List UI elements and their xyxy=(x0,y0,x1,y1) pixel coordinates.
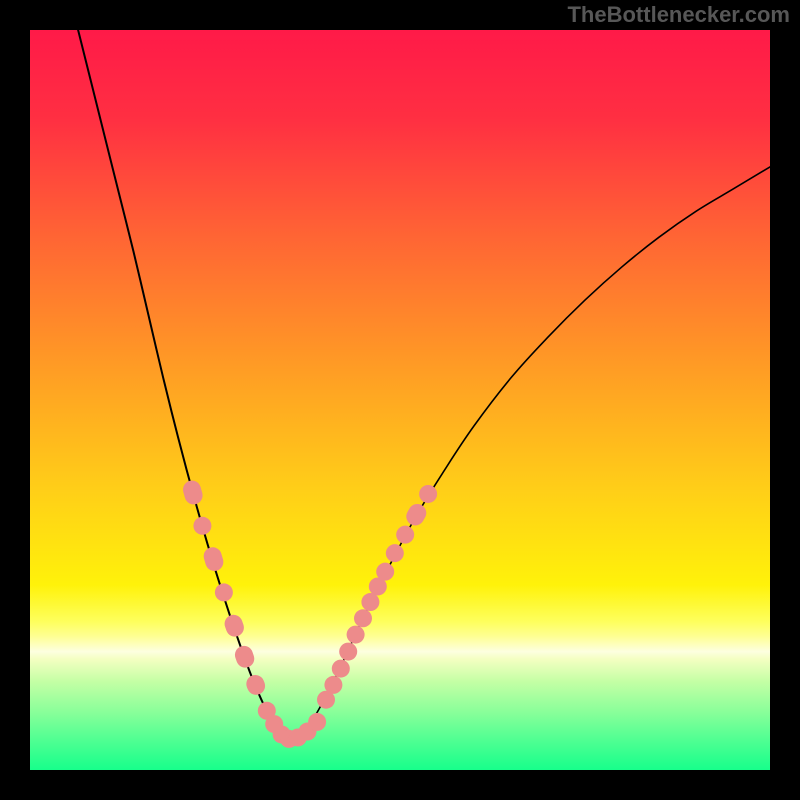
curve-marker-capsule xyxy=(201,545,225,573)
curve-marker-dot xyxy=(419,485,437,503)
curve-marker-dot xyxy=(347,626,365,644)
curve-marker-capsule xyxy=(181,479,205,507)
curve-marker-dot xyxy=(386,544,404,562)
curve-marker-capsule xyxy=(244,672,268,697)
curve-marker-dot xyxy=(324,676,342,694)
curve-marker-dot xyxy=(332,660,350,678)
curve-marker-dot xyxy=(396,526,414,544)
curve-marker-dot xyxy=(339,643,357,661)
curve-marker-dot xyxy=(376,563,394,581)
curve-marker-capsule xyxy=(222,612,246,639)
curve-marker-capsule xyxy=(232,643,256,670)
curve-segment xyxy=(78,30,289,739)
curve-marker-dot xyxy=(354,609,372,627)
curve-marker-dot xyxy=(215,583,233,601)
curve-marker-dot xyxy=(308,713,326,731)
curve-marker-dot xyxy=(361,593,379,611)
curve-marker-capsule xyxy=(403,501,430,529)
curve-segment xyxy=(289,167,770,739)
curve-marker-dot xyxy=(193,517,211,535)
bottleneck-curve-chart xyxy=(0,0,800,800)
